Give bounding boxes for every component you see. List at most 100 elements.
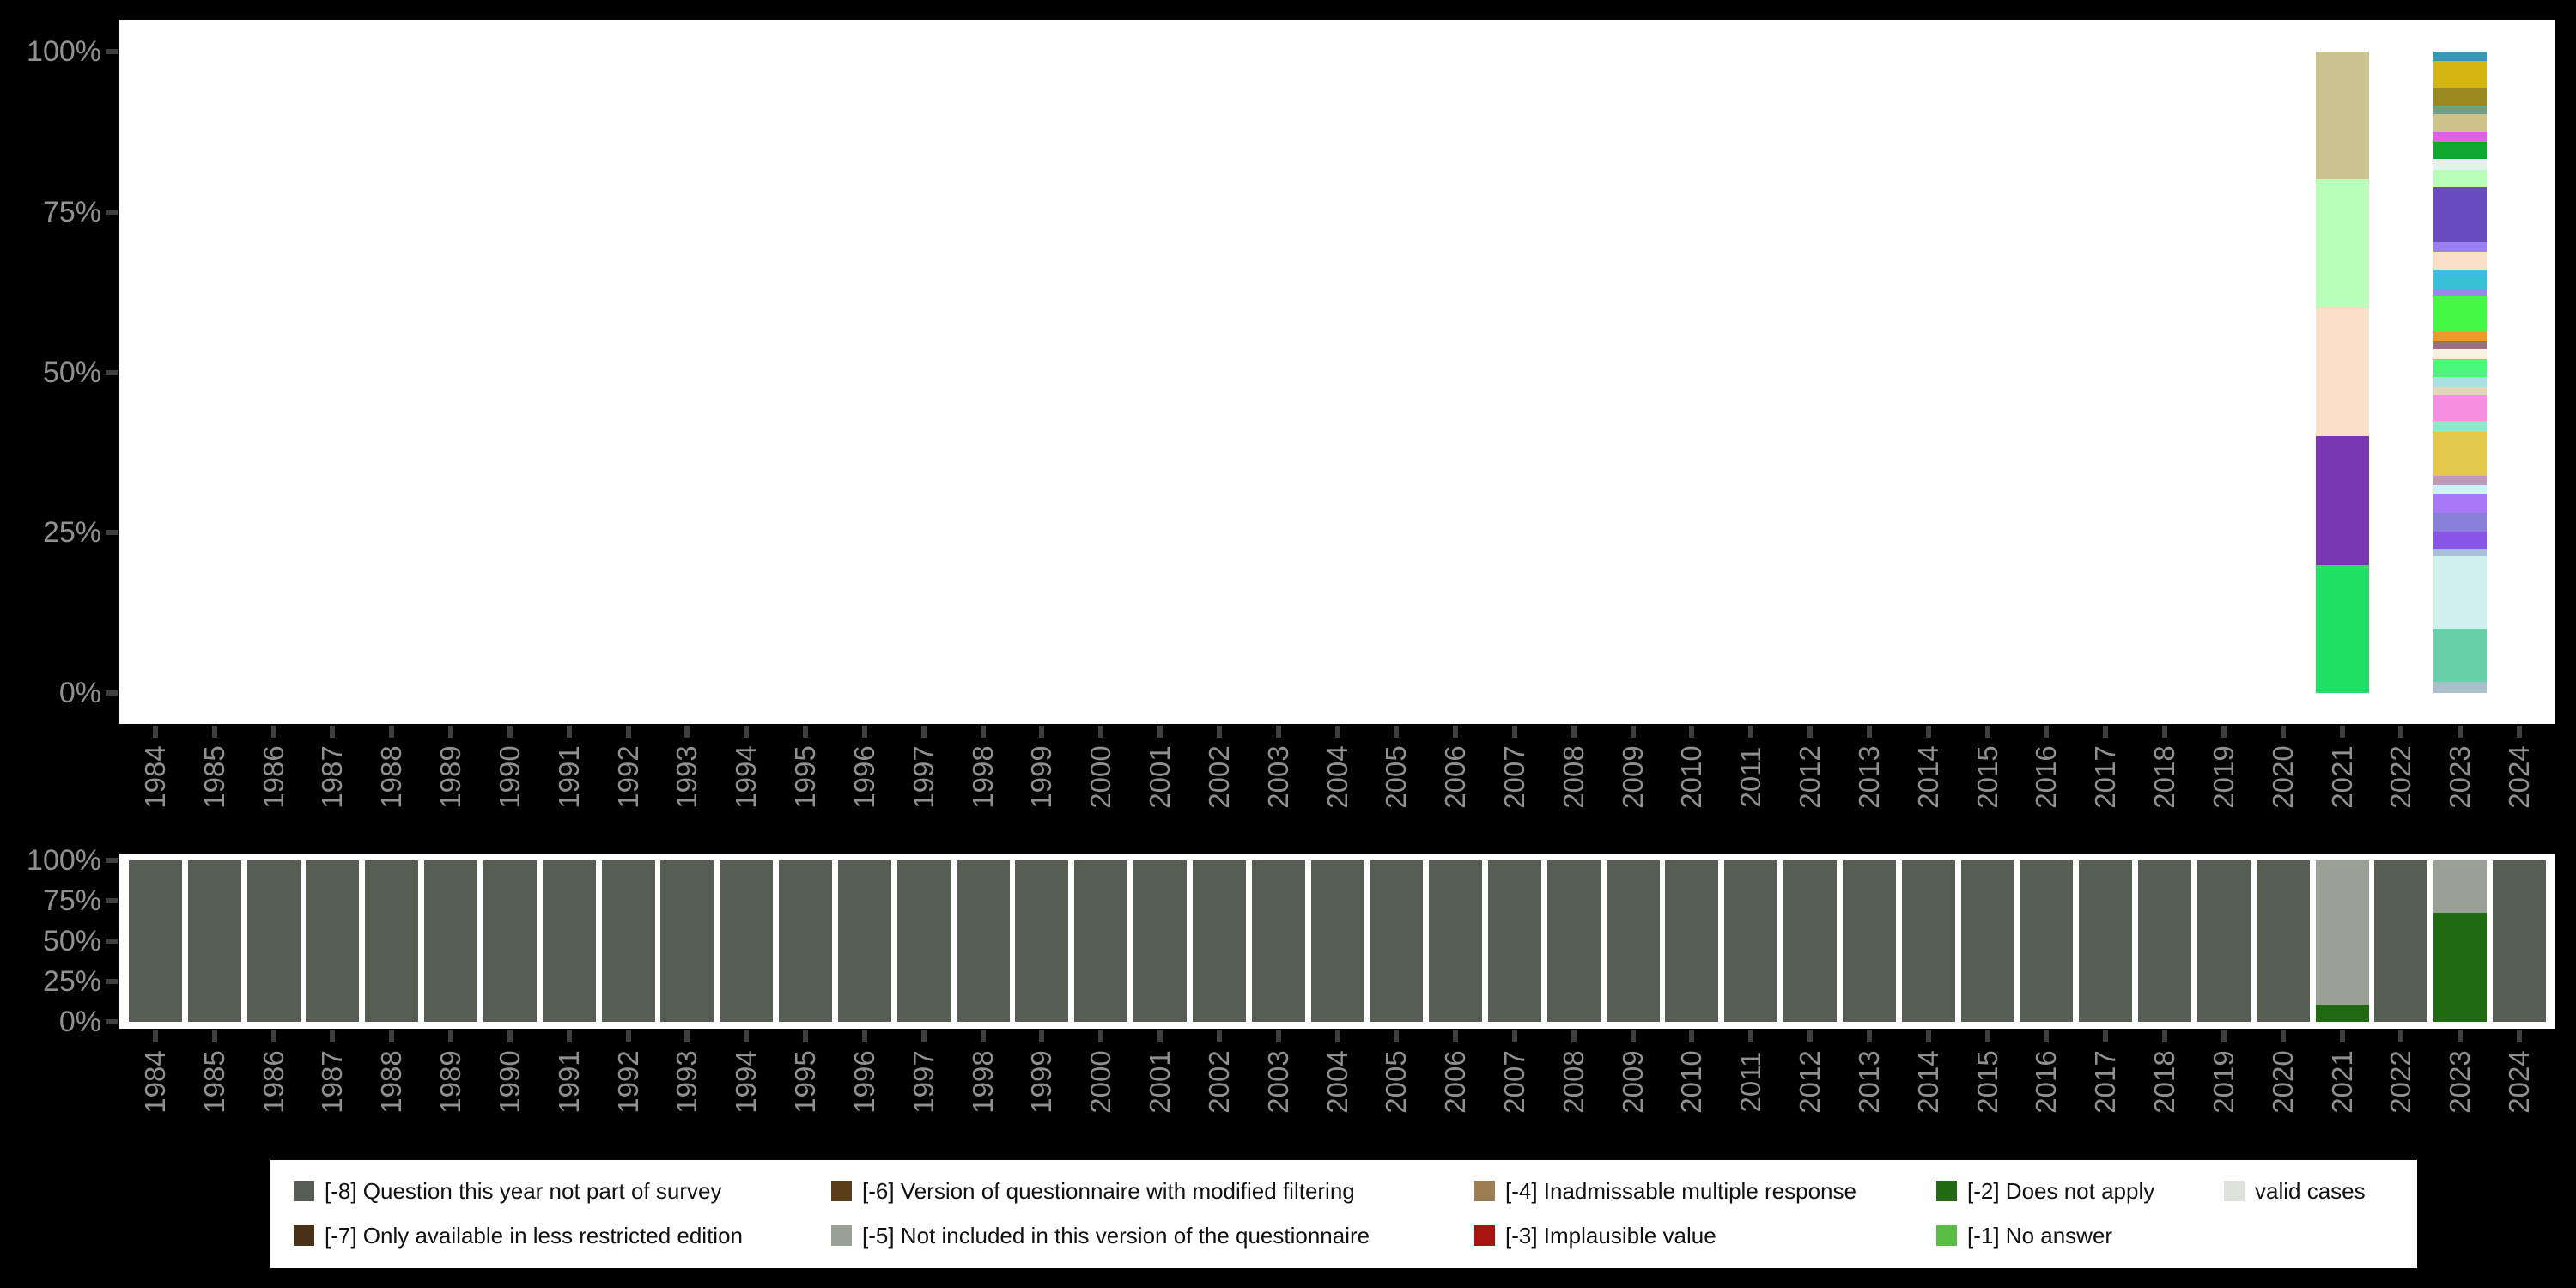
bar-segment: [2433, 512, 2488, 532]
bar-2021: [2315, 860, 2369, 1022]
x-axis-year-label: 1996: [848, 1050, 880, 1114]
bar-segment: [779, 860, 833, 1022]
x-axis-tick: [566, 726, 572, 738]
x-axis-tick: [1216, 726, 1222, 738]
bar-segment: [2433, 494, 2488, 513]
bar-segment: [2433, 484, 2488, 495]
y-axis-tick-label: 50%: [42, 355, 101, 389]
x-axis-year-label: 2006: [1439, 745, 1472, 809]
x-axis-tick: [2339, 726, 2345, 738]
bar-1993: [660, 860, 714, 1022]
x-axis-tick: [1984, 726, 1990, 738]
bar-segment: [1960, 860, 2014, 1022]
x-axis-year-label: 2001: [1144, 1050, 1176, 1114]
x-axis-tick: [507, 1030, 513, 1042]
x-axis-tick: [330, 1030, 336, 1042]
bar-1986: [246, 860, 301, 1022]
x-axis-tick: [803, 1030, 809, 1042]
bar-segment: [2256, 860, 2310, 1022]
x-axis-year-label: 2014: [1911, 1050, 1944, 1114]
bar-segment: [1487, 860, 1541, 1022]
bar-segment: [2433, 340, 2488, 350]
x-axis-tick: [1157, 726, 1163, 738]
y-axis-tick: [106, 939, 118, 944]
x-axis-tick: [2044, 1030, 2050, 1042]
x-axis-tick: [1039, 1030, 1045, 1042]
bar-segment: [2315, 860, 2369, 1005]
x-axis-year-label: 1984: [139, 745, 171, 809]
legend-item-label: [-2] Does not apply: [1967, 1178, 2155, 1204]
x-axis-tick: [2044, 726, 2050, 738]
x-axis-year-label: 2019: [2207, 745, 2239, 809]
x-axis-tick: [1453, 1030, 1459, 1042]
x-axis-year-label: 2022: [2385, 745, 2417, 809]
x-axis-tick: [2280, 726, 2286, 738]
x-axis-tick: [1511, 1030, 1517, 1042]
bar-segment: [1606, 860, 1660, 1022]
legend-swatch: [294, 1225, 314, 1246]
bar-2014: [1901, 860, 1955, 1022]
x-axis-year-label: 1992: [611, 1050, 644, 1114]
bar-segment: [2433, 358, 2488, 377]
bar-segment: [1251, 860, 1305, 1022]
x-axis-year-label: 2005: [1380, 1050, 1413, 1114]
bar-segment: [2433, 159, 2488, 171]
bar-2015: [1960, 860, 2014, 1022]
x-axis-tick: [1157, 1030, 1163, 1042]
x-axis-year-label: 1993: [671, 1050, 703, 1114]
x-axis-tick: [1511, 726, 1517, 738]
bar-segment: [2433, 61, 2488, 88]
x-axis-tick: [1098, 726, 1104, 738]
bar-2010: [1665, 860, 1719, 1022]
bar-segment: [2433, 332, 2488, 341]
x-axis-tick: [2162, 726, 2168, 738]
x-axis-year-label: 2024: [2503, 1050, 2535, 1114]
bar-segment: [2433, 376, 2488, 387]
x-axis-tick: [153, 726, 158, 738]
x-axis-tick: [744, 1030, 750, 1042]
legend-item-label: [-8] Question this year not part of surv…: [325, 1178, 722, 1204]
legend-item-label: [-4] Inadmissable multiple response: [1505, 1178, 1856, 1204]
x-axis-tick: [1807, 726, 1814, 738]
x-axis-tick: [2280, 1030, 2286, 1042]
legend-swatch: [831, 1225, 852, 1246]
bar-segment: [2433, 386, 2488, 396]
x-axis-year-label: 1987: [316, 1050, 349, 1114]
bar-1987: [306, 860, 360, 1022]
bar-2000: [1074, 860, 1128, 1022]
bar-segment: [2433, 349, 2488, 359]
bar-segment: [1015, 860, 1069, 1022]
bar-1990: [483, 860, 537, 1022]
x-axis-year-label: 1985: [197, 745, 230, 809]
x-axis-tick: [684, 726, 690, 738]
bar-2006: [1429, 860, 1483, 1022]
x-axis-tick: [211, 726, 217, 738]
bar-segment: [1842, 860, 1896, 1022]
y-axis-tick: [106, 369, 118, 375]
x-axis-tick: [920, 726, 927, 738]
bar-2024: [2493, 860, 2546, 1022]
x-axis-year-label: 2012: [1794, 745, 1826, 809]
y-axis-tick: [106, 690, 118, 696]
x-axis-year-label: 2000: [1084, 1050, 1117, 1114]
x-axis-year-label: 2018: [2148, 1050, 2181, 1114]
bar-segment: [2433, 421, 2488, 432]
x-axis-tick: [270, 1030, 276, 1042]
bar-segment: [2196, 860, 2251, 1022]
x-axis-year-label: 1992: [611, 745, 644, 809]
x-axis-year-label: 1994: [730, 745, 762, 809]
x-axis-tick: [625, 726, 631, 738]
bar-segment: [1133, 860, 1188, 1022]
x-axis-tick: [1394, 1030, 1400, 1042]
bar-segment: [2138, 860, 2192, 1022]
x-axis-tick: [861, 1030, 867, 1042]
x-axis-tick: [744, 726, 750, 738]
bar-segment: [1310, 860, 1364, 1022]
x-axis-tick: [1630, 726, 1636, 738]
bar-segment: [2433, 912, 2488, 1022]
x-axis-year-label: 1989: [434, 1050, 467, 1114]
x-axis-year-label: 1988: [375, 745, 408, 809]
x-axis-tick: [1334, 726, 1340, 738]
bar-segment: [129, 860, 182, 1022]
y-axis-tick: [106, 898, 118, 903]
